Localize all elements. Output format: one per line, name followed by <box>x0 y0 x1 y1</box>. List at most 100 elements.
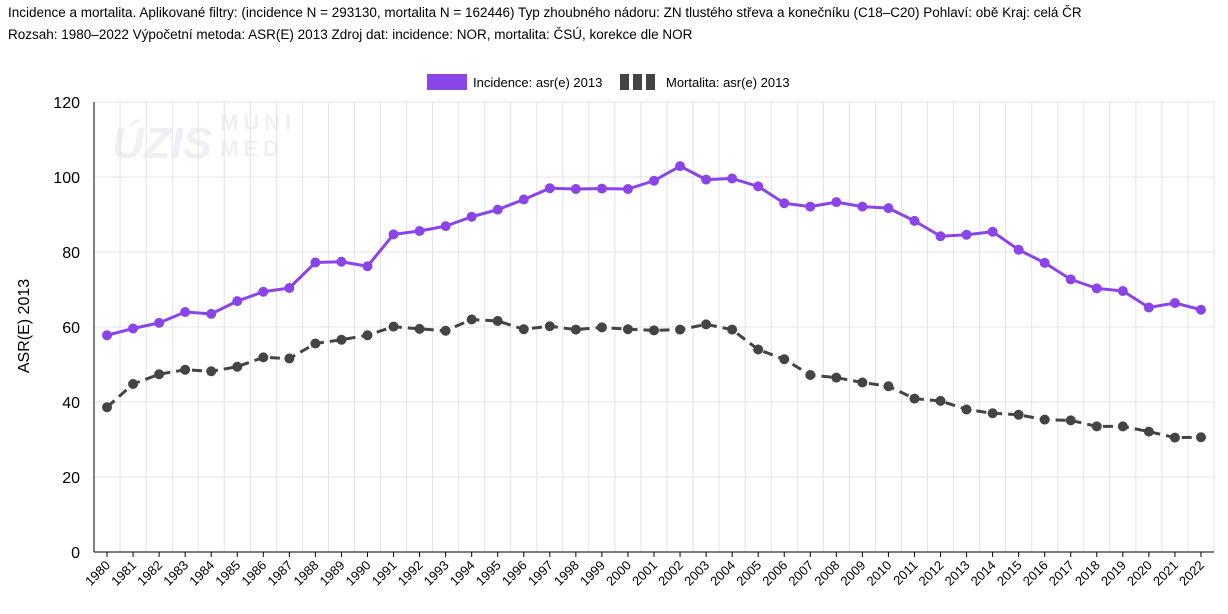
x-tick-label: 2001 <box>629 558 660 589</box>
mortality-point[interactable] <box>622 324 633 335</box>
incidence-point[interactable] <box>518 194 529 205</box>
incidence-point[interactable] <box>1117 286 1128 296</box>
x-tick-label: 2013 <box>942 558 973 589</box>
x-tick-label: 2017 <box>1046 558 1077 589</box>
incidence-point[interactable] <box>154 317 165 328</box>
incidence-point[interactable] <box>180 307 191 317</box>
incidence-point[interactable] <box>675 161 686 172</box>
incidence-point[interactable] <box>1169 298 1180 308</box>
mortality-point[interactable] <box>675 324 686 335</box>
incidence-point[interactable] <box>102 330 113 341</box>
legend-mortality[interactable]: Mortalita: asr(e) 2013 <box>620 74 790 90</box>
mortality-point[interactable] <box>570 324 581 335</box>
incidence-point[interactable] <box>1065 274 1076 285</box>
mortality-point[interactable] <box>987 408 998 419</box>
incidence-point[interactable] <box>779 198 790 209</box>
incidence-point[interactable] <box>805 201 816 212</box>
mortality-point[interactable] <box>154 369 165 380</box>
incidence-point[interactable] <box>961 229 972 240</box>
mortality-point[interactable] <box>128 379 139 389</box>
mortality-point[interactable] <box>1143 426 1154 437</box>
incidence-point[interactable] <box>1143 302 1154 313</box>
incidence-point[interactable] <box>831 197 842 208</box>
incidence-point[interactable] <box>570 184 581 194</box>
mortality-point[interactable] <box>362 330 373 341</box>
mortality-point[interactable] <box>414 323 425 334</box>
mortality-point[interactable] <box>1091 421 1102 432</box>
incidence-point[interactable] <box>544 183 555 194</box>
incidence-point[interactable] <box>753 181 764 192</box>
incidence-point[interactable] <box>987 226 998 237</box>
incidence-point[interactable] <box>362 261 373 272</box>
incidence-point[interactable] <box>1195 304 1206 315</box>
mortality-point[interactable] <box>388 321 399 332</box>
incidence-point[interactable] <box>909 215 920 226</box>
incidence-point[interactable] <box>649 175 659 186</box>
incidence-point[interactable] <box>284 283 295 293</box>
legend-incidence[interactable]: Incidence: asr(e) 2013 <box>427 74 602 90</box>
axes: 0204060801001201980198119821983198419851… <box>53 95 1214 589</box>
incidence-point[interactable] <box>336 256 347 267</box>
mortality-point[interactable] <box>831 372 842 383</box>
incidence-point[interactable] <box>935 231 946 242</box>
incidence-point[interactable] <box>883 203 894 214</box>
mortality-point[interactable] <box>440 325 451 336</box>
incidence-point[interactable] <box>310 257 321 268</box>
incidence-point[interactable] <box>128 323 139 334</box>
incidence-point[interactable] <box>466 211 477 222</box>
mortality-point[interactable] <box>518 324 529 335</box>
mortality-point[interactable] <box>102 402 113 413</box>
mortality-point[interactable] <box>727 324 738 335</box>
mortality-point[interactable] <box>779 354 790 365</box>
mortality-point[interactable] <box>206 366 217 377</box>
x-tick-label: 1991 <box>369 558 400 589</box>
mortality-point[interactable] <box>1117 421 1128 432</box>
incidence-point[interactable] <box>1039 257 1050 268</box>
mortality-point[interactable] <box>544 321 555 332</box>
mortality-point[interactable] <box>466 314 477 325</box>
mortality-point[interactable] <box>310 338 321 349</box>
incidence-point[interactable] <box>232 296 243 307</box>
mortality-point[interactable] <box>753 344 764 355</box>
incidence-point[interactable] <box>622 184 633 194</box>
watermark: ÚZIS MUNI MED <box>112 110 291 168</box>
mortality-point[interactable] <box>1065 415 1076 426</box>
incidence-point[interactable] <box>596 183 607 194</box>
mortality-point[interactable] <box>701 319 712 330</box>
mortality-point[interactable] <box>180 364 191 375</box>
mortality-point[interactable] <box>883 381 894 392</box>
legend[interactable]: Incidence: asr(e) 2013 Mortalita: asr(e) … <box>427 74 790 90</box>
incidence-point[interactable] <box>1013 244 1024 255</box>
mortality-point[interactable] <box>284 353 295 364</box>
incidence-point[interactable] <box>414 226 425 236</box>
incidence-point[interactable] <box>1091 283 1102 294</box>
incidence-point[interactable] <box>206 308 217 319</box>
mortality-point[interactable] <box>596 322 607 333</box>
mortality-point[interactable] <box>258 352 269 363</box>
incidence-line <box>106 164 1202 337</box>
mortality-point[interactable] <box>961 404 972 415</box>
mortality-point[interactable] <box>1169 432 1180 443</box>
mortality-point[interactable] <box>935 395 946 406</box>
mortality-point[interactable] <box>909 393 920 404</box>
mortality-point[interactable] <box>1013 409 1024 420</box>
mortality-point[interactable] <box>805 370 816 380</box>
mortality-point[interactable] <box>649 325 659 336</box>
incidence-point[interactable] <box>258 286 269 297</box>
incidence-point[interactable] <box>727 173 738 184</box>
incidence-point[interactable] <box>492 204 503 215</box>
incidence-point[interactable] <box>440 221 451 232</box>
mortality-point[interactable] <box>1039 414 1050 425</box>
x-tick-label: 2009 <box>837 558 868 589</box>
x-tick-label: 1997 <box>525 558 556 589</box>
mortality-point[interactable] <box>492 316 503 326</box>
incidence-point[interactable] <box>701 174 712 185</box>
mortality-point[interactable] <box>857 377 868 388</box>
mortality-point[interactable] <box>232 361 243 372</box>
mortality-point[interactable] <box>1195 432 1206 443</box>
series-layer <box>102 161 1206 443</box>
incidence-point[interactable] <box>857 201 868 212</box>
mortality-point[interactable] <box>336 334 347 345</box>
incidence-point[interactable] <box>388 229 399 240</box>
